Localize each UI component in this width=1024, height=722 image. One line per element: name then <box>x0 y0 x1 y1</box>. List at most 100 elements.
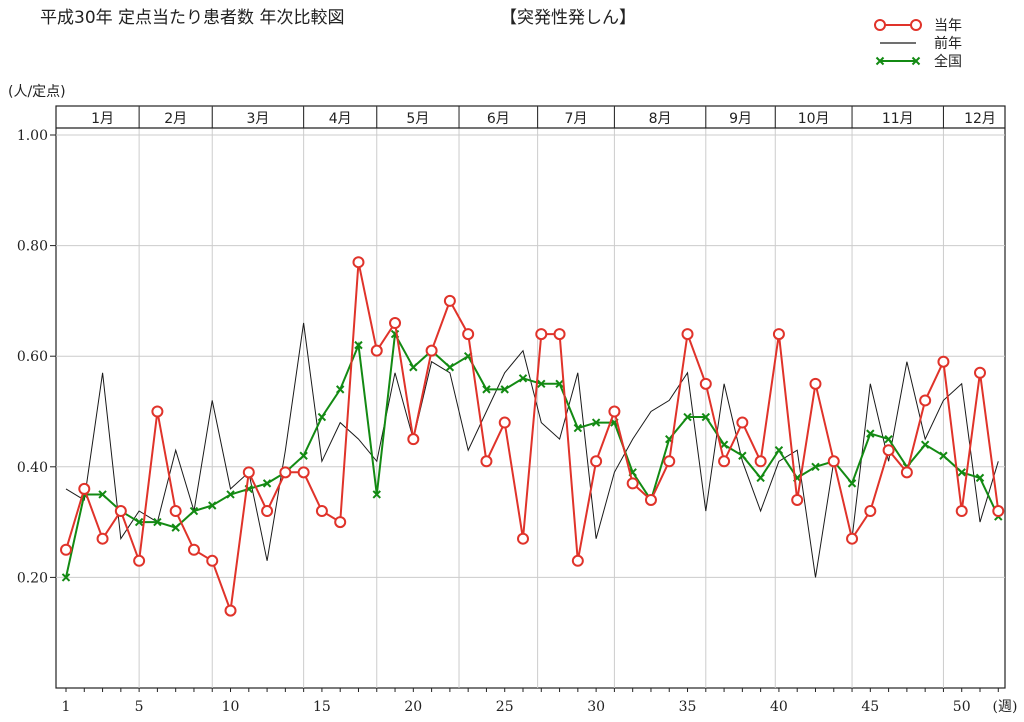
data-point-national <box>573 423 583 433</box>
data-point-national <box>134 517 144 527</box>
data-point-national <box>756 473 765 483</box>
month-label: 11月 <box>882 111 914 127</box>
chart-subtitle: 【突発性発しん】 <box>500 8 636 28</box>
data-point-national <box>153 517 162 527</box>
data-point-current-year <box>644 493 657 506</box>
month-label: 9月 <box>729 111 752 127</box>
data-point-current-year <box>60 543 72 556</box>
y-tick-label: 0.80 <box>17 239 48 255</box>
data-point-current-year <box>389 317 402 330</box>
data-point-national <box>189 506 199 516</box>
data-point-national <box>354 340 363 350</box>
data-point-national <box>61 573 71 582</box>
data-point-current-year <box>151 405 164 418</box>
series-line-national <box>65 330 1000 578</box>
data-point-national <box>482 385 491 394</box>
data-point-current-year <box>754 455 767 468</box>
data-point-current-year <box>846 532 859 545</box>
month-label: 2月 <box>164 111 187 127</box>
data-point-national <box>774 446 784 455</box>
y-tick-label: 0.60 <box>17 349 48 365</box>
data-point-national <box>226 490 235 499</box>
data-point-current-year <box>517 532 529 545</box>
data-point-current-year <box>78 482 91 495</box>
data-point-national <box>920 440 930 449</box>
month-label: 12月 <box>964 111 996 127</box>
grid-lines <box>56 106 1005 688</box>
data-point-current-year <box>626 477 639 490</box>
data-point-current-year <box>919 394 932 407</box>
data-point-current-year <box>882 444 895 457</box>
legend-label-national: 全国 <box>934 53 962 70</box>
data-point-current-year <box>864 505 877 518</box>
data-point-current-year <box>169 505 182 518</box>
data-point-national <box>171 523 180 532</box>
month-label: 10月 <box>798 111 830 127</box>
data-point-current-year <box>590 455 603 468</box>
y-tick-label: 0.40 <box>17 460 48 476</box>
data-point-national <box>738 451 747 460</box>
x-tick-label: 40 <box>770 699 788 715</box>
legend-marker-current-year <box>910 19 922 31</box>
x-tick-label: 50 <box>953 699 971 715</box>
x-axis-ticks: 1 5 10 15 20 25 30 35 40 45 50 (週) <box>62 688 1018 715</box>
month-label: 7月 <box>565 111 588 127</box>
month-label: 5月 <box>406 111 429 127</box>
data-point-current-year <box>206 554 219 567</box>
data-point-current-year <box>809 377 822 390</box>
data-point-national <box>372 490 381 499</box>
x-tick-label: 10 <box>222 699 240 715</box>
data-point-national <box>591 418 601 427</box>
data-point-current-year <box>242 466 255 479</box>
data-point-national <box>299 451 308 460</box>
data-point-current-year <box>974 366 986 379</box>
data-point-national <box>555 379 564 389</box>
data-point-current-year <box>718 455 731 468</box>
data-point-current-year <box>443 294 456 307</box>
month-label: 3月 <box>246 111 269 127</box>
data-point-current-year <box>900 466 913 479</box>
month-label: 4月 <box>329 111 352 127</box>
data-point-current-year <box>535 328 548 341</box>
data-point-current-year <box>937 355 950 368</box>
data-point-current-year <box>955 505 968 518</box>
data-point-current-year <box>279 466 292 479</box>
data-point-national <box>98 490 107 499</box>
series-lines <box>60 256 1005 617</box>
data-point-current-year <box>992 505 1005 518</box>
data-point-current-year <box>462 328 475 341</box>
data-point-current-year <box>498 416 511 429</box>
series-line-current-year <box>65 261 1000 611</box>
data-point-current-year <box>315 505 328 518</box>
data-point-current-year <box>791 493 804 506</box>
data-point-national <box>811 462 820 472</box>
x-tick-label: 5 <box>135 699 144 715</box>
data-point-current-year <box>553 328 566 341</box>
legend-marker-current-year <box>874 19 886 31</box>
data-point-current-year <box>133 554 146 567</box>
data-point-national <box>975 473 985 483</box>
data-point-national <box>847 479 857 488</box>
plot-area-frame <box>55 105 1006 689</box>
data-point-national <box>317 412 327 422</box>
x-axis-unit-label: (週) <box>993 699 1018 715</box>
data-point-current-year <box>608 405 621 418</box>
x-tick-label: 1 <box>62 699 71 715</box>
data-point-national <box>957 468 966 477</box>
x-tick-label: 20 <box>404 699 422 715</box>
x-tick-label: 30 <box>587 699 605 715</box>
data-point-current-year <box>663 455 676 468</box>
month-label: 1月 <box>91 111 114 127</box>
x-tick-label: 25 <box>496 699 514 715</box>
legend-label-previous-year: 前年 <box>934 35 962 52</box>
data-point-current-year <box>827 455 840 468</box>
legend-marker-national <box>911 56 921 66</box>
data-point-current-year <box>681 328 694 341</box>
data-point-national <box>500 385 509 394</box>
data-point-current-year <box>370 344 383 357</box>
data-point-national <box>866 429 875 438</box>
data-point-current-year <box>224 604 237 617</box>
x-tick-label: 35 <box>679 699 697 715</box>
data-point-national <box>884 434 893 444</box>
